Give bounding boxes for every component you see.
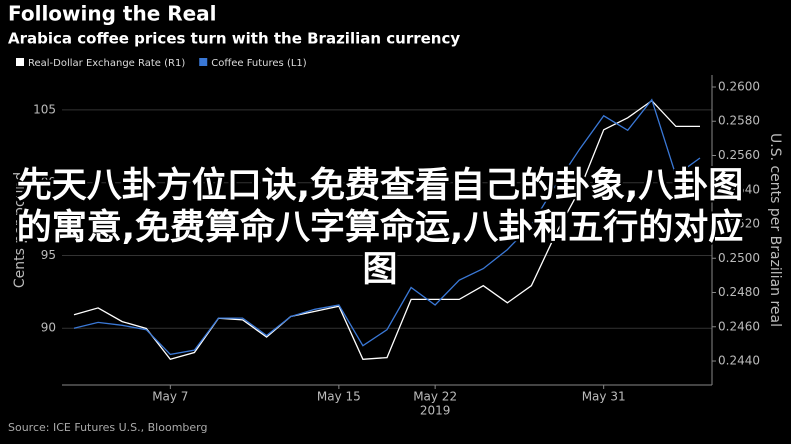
legend-label: Real-Dollar Exchange Rate (R1) xyxy=(28,58,185,69)
x-axis-label: 2019 xyxy=(420,404,451,418)
y2-tick-label: 0.2540 xyxy=(718,182,760,196)
y2-tick-label: 0.2500 xyxy=(718,251,760,265)
y-axis-label: Cents per pound xyxy=(12,172,28,288)
y-tick-label: 100 xyxy=(33,175,56,189)
y2-tick-label: 0.2580 xyxy=(718,114,760,128)
overlay-text: 先天八卦方位口诀,免费查看自己的卦象,八卦图的寓意,免费算命八字算命运,八卦和五… xyxy=(16,166,744,290)
series-line xyxy=(73,99,700,361)
series-line xyxy=(73,98,701,356)
x-tick-label: May 31 xyxy=(582,390,626,404)
x-tick-label: May 15 xyxy=(317,390,361,404)
y-tick-label: 90 xyxy=(41,321,56,335)
y2-tick-label: 0.2600 xyxy=(718,79,760,93)
legend-swatch xyxy=(199,58,208,66)
x-tick-label: May 7 xyxy=(152,390,188,404)
y2-tick-label: 0.2480 xyxy=(718,285,760,299)
legend-swatch xyxy=(16,58,24,66)
legend-label: Coffee Futures (L1) xyxy=(211,58,307,69)
y2-tick-label: 0.2460 xyxy=(718,319,760,333)
y2-tick-label: 0.2520 xyxy=(718,217,760,231)
chart-title: Following the Real xyxy=(8,2,217,26)
chart-subtitle: Arabica coffee prices turn with the Braz… xyxy=(8,30,460,48)
y-tick-label: 105 xyxy=(33,102,56,116)
y2-axis-label: U.S. cents per Brazilian real xyxy=(767,133,783,327)
source: Source: ICE Futures U.S., Bloomberg xyxy=(8,421,207,434)
x-tick-label: May 22 xyxy=(413,390,457,404)
y2-tick-label: 0.2560 xyxy=(718,148,760,162)
y-tick-label: 95 xyxy=(41,248,56,262)
y2-tick-label: 0.2440 xyxy=(718,354,760,368)
